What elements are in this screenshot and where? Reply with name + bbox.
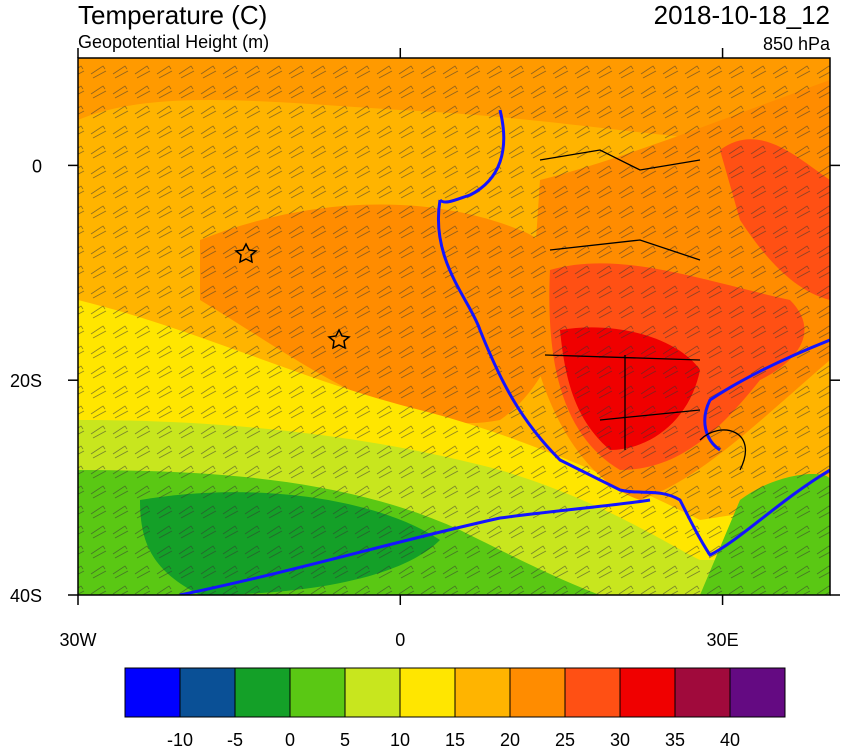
colorbar-label: 40 xyxy=(720,730,740,750)
x-tick-label: 30W xyxy=(59,630,96,650)
map-frame xyxy=(77,57,831,596)
colorbar-box xyxy=(729,667,786,718)
x-tick-label: 30E xyxy=(707,630,739,650)
colorbar-box xyxy=(179,667,236,718)
colorbar-box xyxy=(344,667,401,718)
colorbar-box xyxy=(399,667,456,718)
colorbar-box xyxy=(289,667,346,718)
colorbar-box xyxy=(124,667,181,718)
colorbar-box xyxy=(234,667,291,718)
subtitle: Geopotential Height (m) xyxy=(78,32,269,52)
colorbar-label: 25 xyxy=(555,730,575,750)
colorbar-label: 15 xyxy=(445,730,465,750)
colorbar-label: -5 xyxy=(227,730,243,750)
level: 850 hPa xyxy=(763,34,831,54)
y-tick-label: 40S xyxy=(10,586,42,606)
colorbar-label: 0 xyxy=(285,730,295,750)
colorbar-box xyxy=(564,667,621,718)
colorbar-label: 5 xyxy=(340,730,350,750)
colorbar-label: -10 xyxy=(167,730,193,750)
colorbar-box xyxy=(674,667,731,718)
colorbar-box xyxy=(454,667,511,718)
axes: 30W 0 30E 0 20S 40S xyxy=(10,48,840,650)
y-tick-label: 20S xyxy=(10,371,42,391)
colorbar-label: 10 xyxy=(390,730,410,750)
time: 2018-10-18_12 xyxy=(654,0,830,30)
colorbar: -10 -5 0 5 10 15 20 25 30 35 40 xyxy=(124,667,786,750)
colorbar-label: 20 xyxy=(500,730,520,750)
title: Temperature (C) xyxy=(78,0,267,30)
colorbar-label: 35 xyxy=(665,730,685,750)
colorbar-box xyxy=(509,667,566,718)
y-tick-label: 0 xyxy=(32,156,42,176)
map-field xyxy=(78,58,830,595)
x-tick-label: 0 xyxy=(395,630,405,650)
colorbar-label: 30 xyxy=(610,730,630,750)
colorbar-box xyxy=(619,667,676,718)
